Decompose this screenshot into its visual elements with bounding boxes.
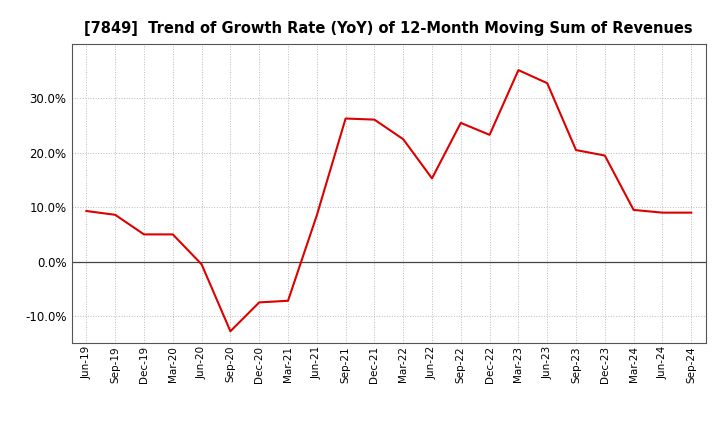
Title: [7849]  Trend of Growth Rate (YoY) of 12-Month Moving Sum of Revenues: [7849] Trend of Growth Rate (YoY) of 12-… (84, 21, 693, 36)
